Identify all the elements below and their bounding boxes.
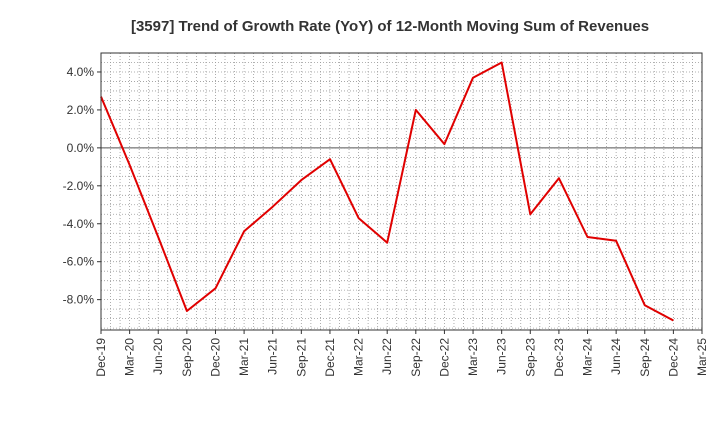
x-tick-label: Dec-22 bbox=[437, 338, 451, 377]
y-tick-label: -4.0% bbox=[63, 217, 95, 231]
x-tick-label: Dec-19 bbox=[94, 338, 108, 377]
series bbox=[100, 61, 674, 322]
x-tick-label: Mar-24 bbox=[581, 338, 595, 376]
x-tick-label: Sep-22 bbox=[409, 338, 423, 377]
y-axis: 4.0% 2.0% 0.0% -2.0% -4.0% -6.0% -8.0% bbox=[63, 65, 101, 307]
y-tick-label: 2.0% bbox=[67, 103, 95, 117]
y-tick-label: 4.0% bbox=[67, 65, 95, 79]
x-tick-label: Dec-20 bbox=[208, 338, 222, 377]
x-tick-label: Sep-23 bbox=[523, 338, 537, 377]
x-tick-label: Jun-22 bbox=[380, 338, 394, 375]
x-tick-label: Mar-25 bbox=[695, 338, 709, 376]
series-line bbox=[100, 61, 674, 322]
x-tick-label: Sep-20 bbox=[180, 338, 194, 377]
x-tick-label: Dec-24 bbox=[666, 338, 680, 377]
y-tick-label: -6.0% bbox=[63, 255, 95, 269]
x-tick-label: Dec-23 bbox=[552, 338, 566, 377]
plot-area bbox=[101, 53, 702, 330]
x-tick-label: Mar-23 bbox=[466, 338, 480, 376]
y-tick-label: -2.0% bbox=[63, 179, 95, 193]
x-tick-label: Jun-24 bbox=[609, 338, 623, 375]
x-tick-label: Sep-21 bbox=[294, 338, 308, 377]
plot-border bbox=[100, 52, 703, 331]
x-tick-label: Sep-24 bbox=[638, 338, 652, 377]
grid bbox=[101, 53, 702, 330]
chart-title: [3597] Trend of Growth Rate (YoY) of 12-… bbox=[131, 18, 649, 35]
x-tick-label: Mar-20 bbox=[123, 338, 137, 376]
x-axis: Dec-19 Mar-20 Jun-20 Sep-20 Dec-20 Mar-21 Jun-… bbox=[94, 330, 709, 377]
x-tick-label: Dec-21 bbox=[323, 338, 337, 377]
y-tick-label: -8.0% bbox=[63, 293, 95, 307]
x-tick-label: Mar-21 bbox=[237, 338, 251, 376]
x-tick-label: Mar-22 bbox=[352, 338, 366, 376]
y-tick-label: 0.0% bbox=[67, 141, 95, 155]
x-tick-label: Jun-20 bbox=[151, 338, 165, 375]
x-tick-label: Jun-23 bbox=[495, 338, 509, 375]
x-tick-label: Jun-21 bbox=[266, 338, 280, 375]
